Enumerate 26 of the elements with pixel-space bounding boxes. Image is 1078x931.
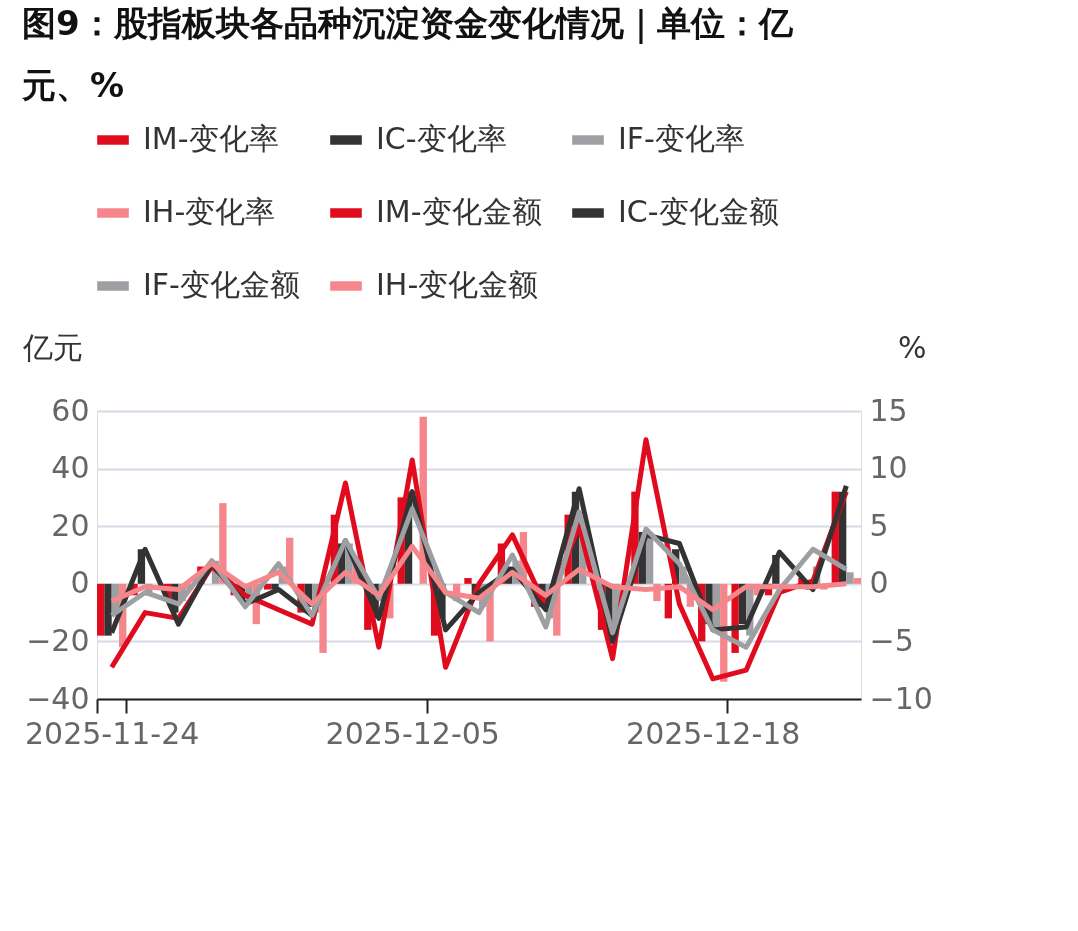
y-tick-label: −20 [26, 622, 90, 658]
y-axis-title: 亿元 [21, 329, 83, 365]
y-tick-label: 40 [51, 450, 90, 486]
chart-title: 图9：股指板块各品种沉淀资金变化情况｜单位：亿元、% [21, 3, 794, 105]
y2-tick-label: −5 [869, 622, 914, 658]
legend-label: IC-变化金额 [618, 194, 779, 229]
legend-label: IF-变化率 [618, 121, 745, 156]
x-tick-label: 2025-11-24 [25, 715, 200, 751]
legend-label: IM-变化率 [143, 121, 279, 156]
y2-axis-title: % [897, 329, 927, 365]
legend-label: IM-变化金额 [376, 194, 542, 229]
legend-label: IF-变化金额 [143, 267, 300, 302]
legend-label: IH-变化金额 [376, 267, 539, 302]
y2-tick-label: 15 [869, 392, 908, 428]
y-tick-label: 20 [51, 507, 90, 543]
y2-tick-label: 10 [869, 450, 908, 486]
y2-tick-label: −10 [869, 680, 933, 716]
y2-tick-label: 0 [869, 565, 889, 601]
x-tick-label: 2025-12-05 [325, 715, 500, 751]
legend-label: IC-变化率 [376, 121, 507, 156]
x-tick-label: 2025-12-18 [626, 715, 801, 751]
y-tick-label: 60 [51, 392, 90, 428]
y-tick-label: 0 [70, 565, 90, 601]
legend-label: IH-变化率 [143, 194, 276, 229]
y2-tick-label: 5 [869, 507, 889, 543]
y-tick-label: −40 [26, 680, 90, 716]
